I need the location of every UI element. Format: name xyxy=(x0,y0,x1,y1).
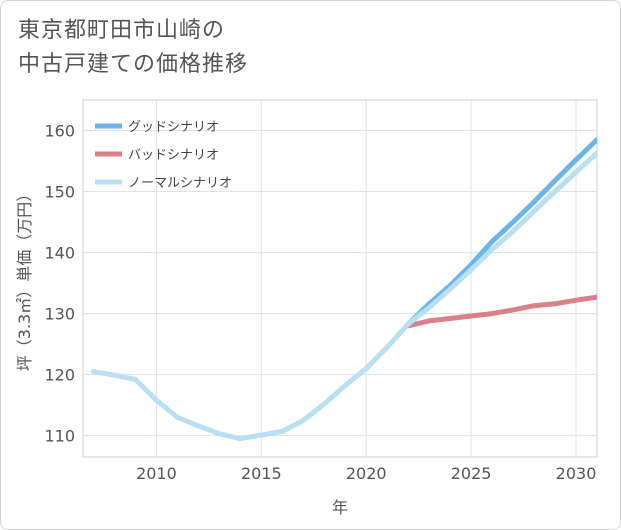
x-tick-label: 2020 xyxy=(346,464,387,483)
y-tick-label: 120 xyxy=(44,366,75,385)
y-tick-label: 110 xyxy=(44,427,75,446)
chart-title-line-2: 中古戸建ての価格推移 xyxy=(18,52,249,77)
y-tick-label: 140 xyxy=(44,244,75,263)
legend-label: バッドシナリオ xyxy=(128,148,219,163)
y-tick-label: 130 xyxy=(44,305,75,324)
x-tick-label: 2015 xyxy=(241,464,282,483)
x-axis-label: 年 xyxy=(332,498,348,517)
x-tick-label: 2030 xyxy=(556,464,597,483)
chart-title-line-1: 東京都町田市山崎の xyxy=(18,18,226,43)
legend-label: ノーマルシナリオ xyxy=(128,176,232,191)
series-line xyxy=(405,137,597,327)
y-tick-label: 160 xyxy=(44,122,75,141)
legend-label: グッドシナリオ xyxy=(128,120,219,135)
chart-title: 東京都町田市山崎の 中古戸建ての価格推移 xyxy=(18,14,248,82)
y-tick-label: 150 xyxy=(44,183,75,202)
x-tick-label: 2025 xyxy=(451,464,492,483)
plot-area xyxy=(82,99,598,458)
series-line xyxy=(91,150,597,442)
series-line xyxy=(405,294,597,329)
x-tick-label: 2010 xyxy=(136,464,177,483)
y-axis-label: 坪（3.3㎡）単価（万円） xyxy=(15,186,34,371)
